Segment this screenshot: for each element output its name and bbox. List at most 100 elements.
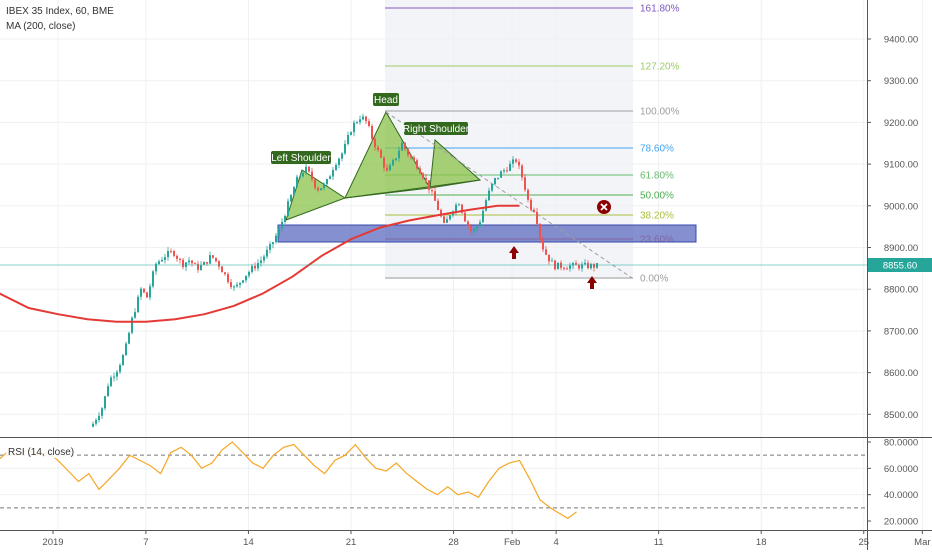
candle-body (527, 189, 529, 200)
candle-body (404, 142, 406, 149)
price-axis[interactable]: 9400.00 9300.00 9200.00 9100.00 9000.00 8900.… (867, 35, 918, 421)
candle-body (500, 171, 502, 178)
candle-body (281, 221, 283, 229)
candle-body (512, 159, 514, 164)
rsi-axis[interactable]: 80.0000 60.0000 40.0000 20.0000 (867, 438, 918, 528)
price-tick-label: 9000.00 (884, 201, 918, 212)
fib-level-label: 127.20% (640, 62, 680, 73)
candle-body (107, 386, 109, 397)
candle-body (341, 153, 343, 159)
candle-body (188, 260, 190, 263)
candle-body (347, 134, 349, 144)
candle-body (242, 280, 244, 283)
candle-body (359, 119, 361, 123)
candle-body (455, 204, 457, 212)
candle-body (125, 343, 127, 355)
time-axis[interactable]: 2019 7 14 21 28 Feb 4 11 18 25 Mar (42, 530, 931, 548)
time-tick-label: 18 (756, 537, 767, 548)
candle-body (251, 266, 253, 272)
candle-body (212, 255, 214, 258)
candle-body (218, 261, 220, 267)
candle-body (491, 184, 493, 191)
candle-body (461, 204, 463, 213)
time-tick-label: Feb (504, 537, 520, 548)
candle-body (401, 142, 403, 151)
close-circle-icon[interactable] (597, 200, 611, 214)
rsi-tick-label: 20.0000 (884, 517, 918, 528)
candle-body (167, 251, 169, 258)
candle-body (584, 262, 586, 265)
candle-body (272, 242, 274, 245)
candle-body (152, 271, 154, 287)
candle-body (221, 266, 223, 273)
candle-body (230, 282, 232, 288)
time-tick-label: 7 (143, 537, 148, 548)
candle-body (269, 244, 271, 250)
candle-body (476, 226, 478, 230)
candle-body (161, 259, 163, 262)
time-tick-label: 11 (654, 537, 664, 548)
candle-body (338, 158, 340, 165)
candle-body (134, 312, 136, 318)
candle-body (464, 212, 466, 222)
rsi-indicator-label: RSI (14, close) (6, 447, 77, 458)
label-head-text: Head (374, 95, 398, 106)
candle-body (215, 257, 217, 262)
support-zone[interactable] (277, 224, 697, 243)
fibonacci-retracement[interactable]: 161.80% 127.20% 100.00% 78.60% 61.80% 50.00% 3… (385, 4, 680, 285)
candle-body (263, 256, 265, 261)
candle-body (140, 288, 142, 297)
candle-body (326, 179, 328, 185)
candle-body (296, 176, 298, 188)
candle-body (317, 187, 319, 191)
candle-body (374, 138, 376, 148)
current-price-badge: 8855.60 (868, 258, 932, 272)
candle-body (425, 178, 427, 181)
label-left-shoulder-text: Left Shoulder (271, 153, 331, 164)
candle-body (398, 150, 400, 159)
candle-body (278, 228, 280, 236)
fib-level-label: 0.00% (640, 274, 668, 285)
candle-body (275, 235, 277, 243)
candle-body (368, 121, 370, 127)
rsi-line (0, 441, 577, 520)
rsi-tick-label: 40.0000 (884, 490, 918, 501)
candle-body (389, 165, 391, 171)
time-tick-label: Mar (914, 537, 930, 548)
candle-body (149, 286, 151, 298)
candle-body (293, 187, 295, 195)
candle-body (482, 210, 484, 223)
candle-body (587, 262, 589, 269)
pattern-neckline (344, 179, 481, 199)
candle-body (416, 160, 418, 169)
candle-body (182, 259, 184, 267)
candle-body (119, 365, 121, 372)
arrow-up-icon (509, 246, 519, 259)
candle-body (545, 249, 547, 255)
ma-indicator-label: MA (200, close) (6, 21, 76, 32)
candle-body (485, 200, 487, 211)
candle-body (344, 143, 346, 154)
price-tick-label: 8700.00 (884, 326, 918, 337)
candle-body (200, 264, 202, 270)
trend-dashed-line (385, 111, 633, 279)
candle-body (113, 376, 115, 378)
time-tick-label: 4 (553, 537, 558, 548)
candle-body (92, 423, 94, 427)
time-tick-label: 2019 (42, 537, 63, 548)
price-tick-label: 8500.00 (884, 410, 918, 421)
fib-level-label: 50.00% (640, 191, 674, 202)
candle-body (395, 158, 397, 160)
pattern-left-triangle[interactable] (285, 169, 347, 221)
candle-body (164, 257, 166, 260)
candle-body (266, 249, 268, 257)
candle-body (299, 176, 301, 178)
candle-body (473, 229, 475, 232)
candle-body (539, 223, 541, 240)
ma-200-line (0, 204, 520, 323)
candle-body (380, 149, 382, 158)
time-tick-label: 21 (346, 537, 357, 548)
candle-body (524, 177, 526, 190)
